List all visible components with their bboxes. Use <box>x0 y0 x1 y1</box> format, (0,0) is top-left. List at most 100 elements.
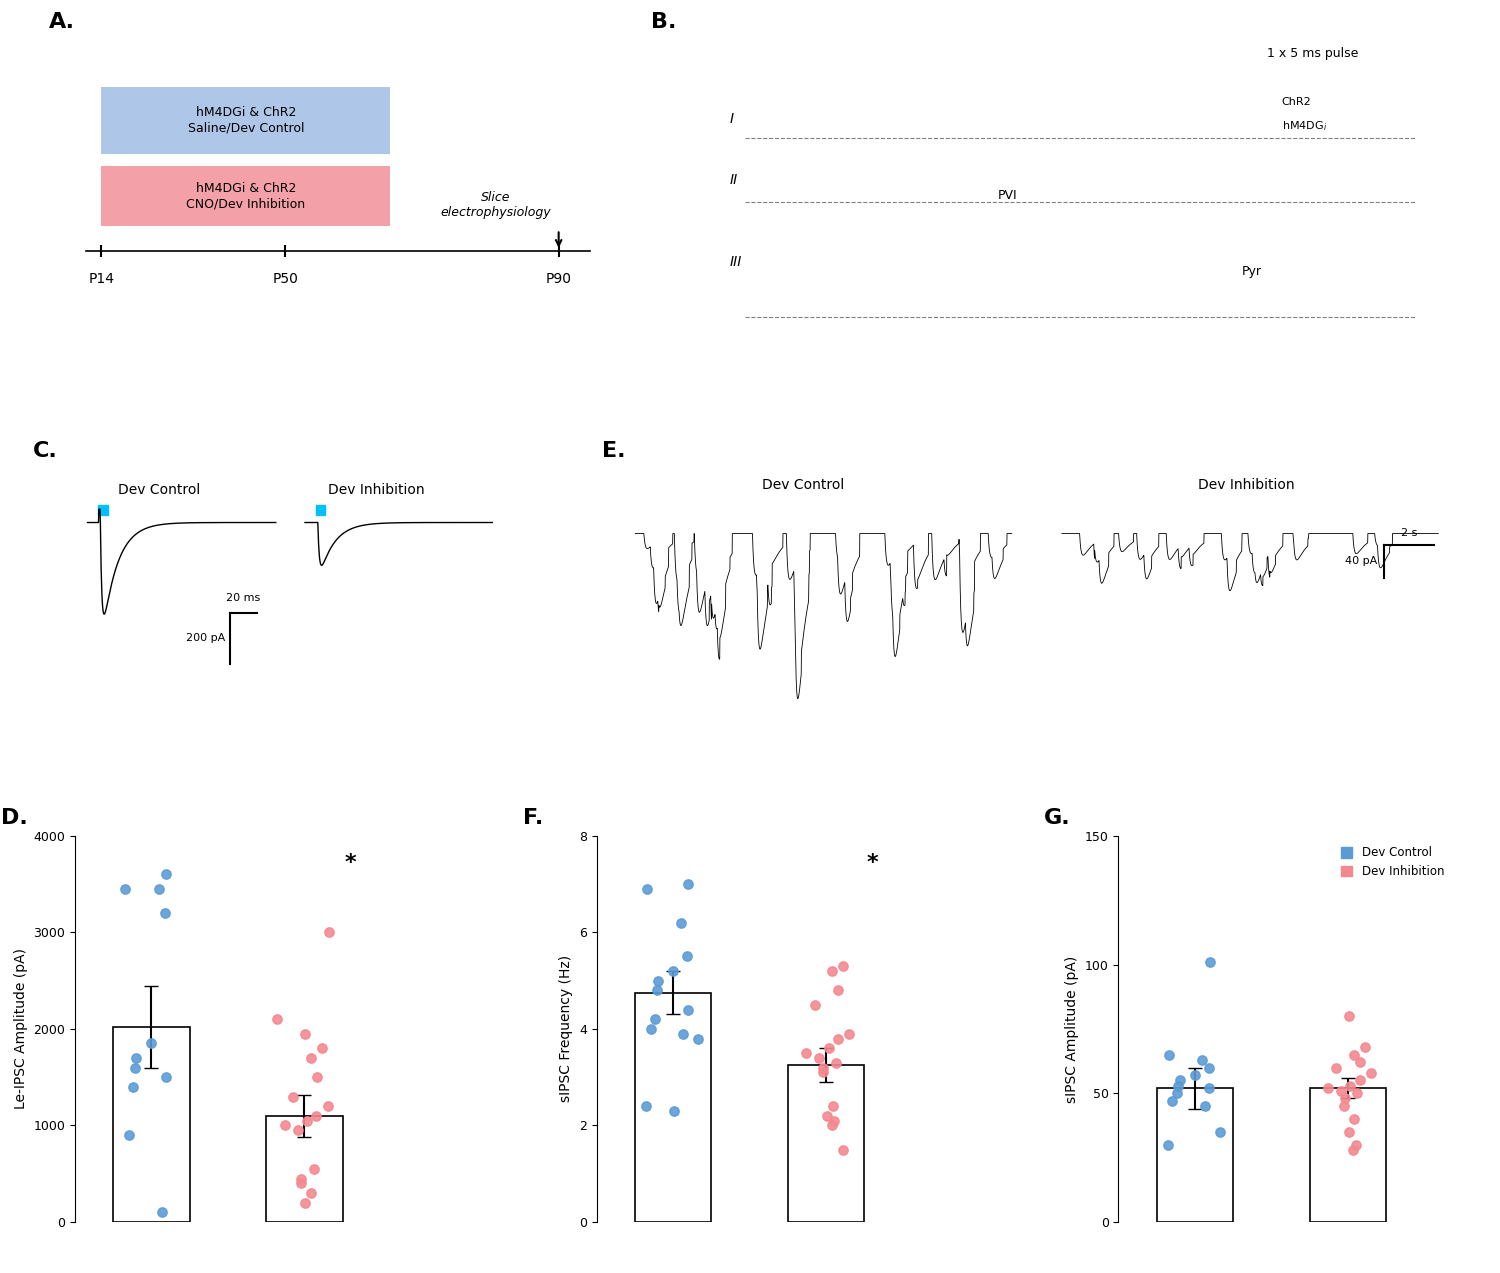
Point <box>302 1158 326 1179</box>
Point <box>821 1115 844 1136</box>
Text: hM4DGi & ChR2
Saline/Dev Control: hM4DGi & ChR2 Saline/Dev Control <box>188 106 304 134</box>
Point <box>1359 1063 1383 1083</box>
Point <box>1168 1071 1192 1091</box>
Text: F.: F. <box>522 808 543 827</box>
Point <box>802 994 826 1015</box>
Point <box>1346 1083 1370 1104</box>
Point <box>1348 1053 1372 1073</box>
Point <box>1336 1006 1360 1026</box>
Point <box>816 1037 840 1058</box>
Point <box>837 1023 861 1044</box>
Text: P90: P90 <box>546 272 572 286</box>
Bar <box>788 1066 864 1222</box>
Point <box>639 1018 663 1039</box>
Point <box>824 1053 848 1073</box>
Point <box>315 1096 339 1116</box>
Text: Pyr: Pyr <box>1242 265 1262 278</box>
Point <box>1156 1044 1180 1064</box>
Point <box>672 1023 696 1044</box>
Y-axis label: Le-IPSC Amplitude (pA): Le-IPSC Amplitude (pA) <box>13 948 28 1109</box>
Point <box>112 878 136 899</box>
Text: Dev Inhibition: Dev Inhibition <box>328 482 424 496</box>
Text: P50: P50 <box>273 272 298 286</box>
Text: III: III <box>729 255 742 269</box>
Point <box>1316 1078 1340 1099</box>
Point <box>634 1096 658 1116</box>
Text: PVI: PVI <box>998 190 1017 202</box>
Point <box>1336 1122 1360 1142</box>
Point <box>1184 1066 1208 1086</box>
Text: 2 s: 2 s <box>1401 528 1417 538</box>
Point <box>292 1193 316 1213</box>
Point <box>662 961 686 981</box>
Point <box>1342 1044 1366 1064</box>
Text: E.: E. <box>602 440 625 461</box>
Text: G.: G. <box>1044 808 1071 827</box>
Text: II: II <box>729 173 738 187</box>
Point <box>634 878 658 899</box>
FancyBboxPatch shape <box>102 87 390 154</box>
Point <box>645 980 669 1001</box>
Point <box>1160 1091 1184 1111</box>
Bar <box>1310 1088 1386 1222</box>
Point <box>304 1106 328 1127</box>
Text: Dev Inhibition: Dev Inhibition <box>1197 479 1294 493</box>
Bar <box>634 993 711 1222</box>
Point <box>646 970 670 990</box>
Point <box>1332 1088 1356 1109</box>
Text: 200 pA: 200 pA <box>186 634 225 643</box>
Text: Dev Control: Dev Control <box>117 482 200 496</box>
Bar <box>316 505 326 514</box>
Point <box>827 1029 850 1049</box>
Point <box>140 1034 164 1054</box>
Point <box>285 1120 309 1141</box>
Text: C.: C. <box>33 440 58 461</box>
Y-axis label: sIPSC Frequency (Hz): sIPSC Frequency (Hz) <box>560 955 573 1102</box>
Point <box>686 1029 709 1049</box>
Point <box>1324 1058 1348 1078</box>
Point <box>298 1183 322 1203</box>
Bar <box>266 1116 342 1222</box>
Bar <box>112 1027 189 1222</box>
Text: hM4DGi & ChR2
CNO/Dev Inhibition: hM4DGi & ChR2 CNO/Dev Inhibition <box>186 182 306 210</box>
Point <box>1198 952 1222 973</box>
Point <box>1329 1081 1353 1101</box>
Point <box>676 873 700 894</box>
Point <box>812 1058 836 1078</box>
Point <box>309 1037 333 1058</box>
Point <box>290 1174 314 1194</box>
Text: P14: P14 <box>88 272 114 286</box>
Point <box>154 864 178 885</box>
Point <box>273 1115 297 1136</box>
Bar <box>1156 1088 1233 1222</box>
Point <box>795 1043 819 1063</box>
Text: Slice
electrophysiology: Slice electrophysiology <box>441 191 550 219</box>
Point <box>1342 1109 1366 1129</box>
Point <box>644 1009 668 1030</box>
Point <box>123 1058 147 1078</box>
Legend: Dev Control, Dev Inhibition: Dev Control, Dev Inhibition <box>1336 841 1449 883</box>
Point <box>1191 1050 1215 1071</box>
Text: 40 pA: 40 pA <box>1346 556 1377 566</box>
Point <box>1332 1096 1356 1116</box>
Point <box>822 1110 846 1130</box>
Point <box>810 1062 834 1082</box>
Point <box>831 1139 855 1160</box>
Point <box>1197 1078 1221 1099</box>
Point <box>117 1125 141 1146</box>
Point <box>296 1110 320 1130</box>
Point <box>821 1096 844 1116</box>
Text: *: * <box>867 853 877 873</box>
FancyBboxPatch shape <box>102 165 390 227</box>
Point <box>153 903 177 923</box>
Point <box>298 1048 322 1068</box>
Text: hM4DG$_i$: hM4DG$_i$ <box>1281 120 1326 134</box>
Bar <box>99 505 108 514</box>
Point <box>827 980 850 1001</box>
Point <box>290 1169 314 1189</box>
Text: I: I <box>729 112 734 126</box>
Text: 1 x 5 ms pulse: 1 x 5 ms pulse <box>1268 47 1359 60</box>
Point <box>815 1106 839 1127</box>
Point <box>1338 1076 1362 1096</box>
Point <box>1208 1122 1231 1142</box>
